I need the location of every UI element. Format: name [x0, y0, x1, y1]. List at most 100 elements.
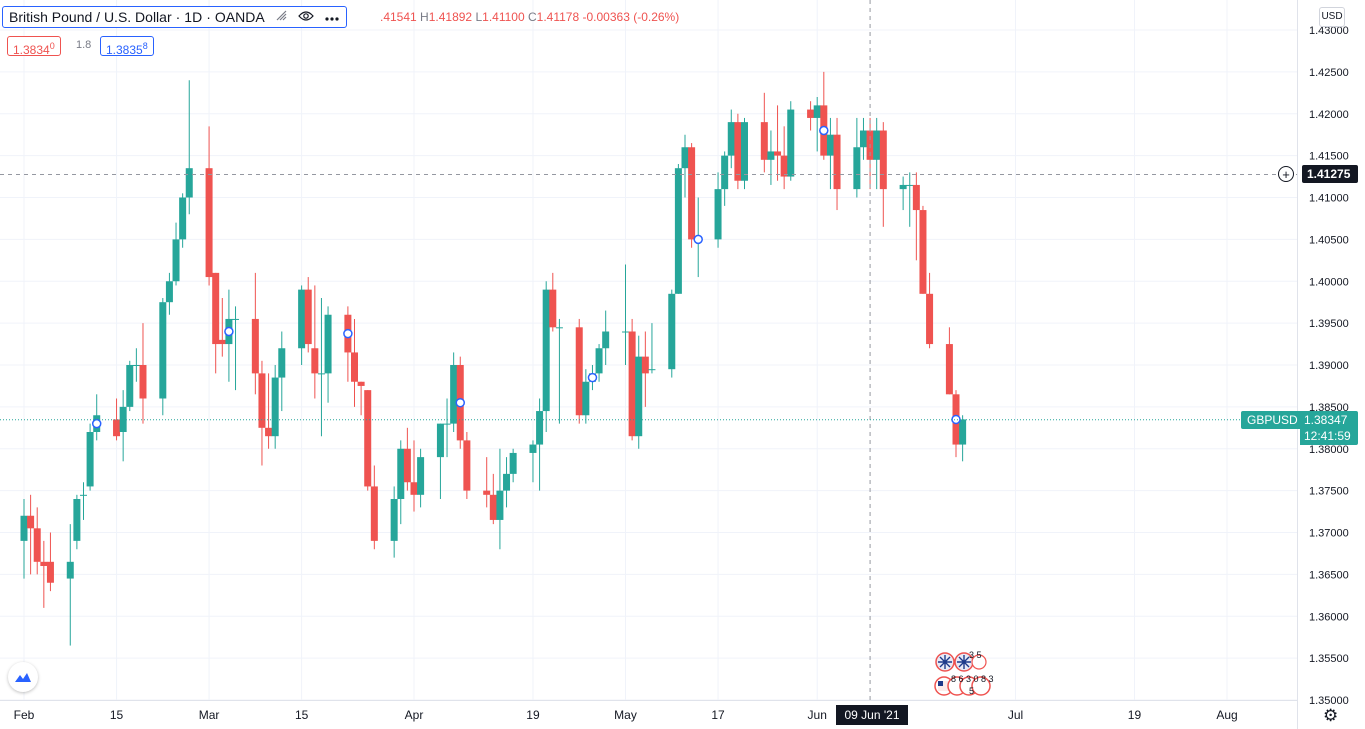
candle-body — [648, 369, 656, 371]
last-price-label: 1.38347 12:41:59 — [1300, 411, 1358, 445]
x-tick-label: Aug — [1216, 708, 1237, 722]
y-tick-label: 1.38000 — [1309, 444, 1349, 456]
candle-body — [304, 289, 312, 345]
candle-body — [780, 155, 788, 177]
candle-body — [575, 327, 583, 416]
candle-body — [33, 528, 41, 562]
candle-body — [919, 210, 927, 294]
candle-body — [740, 122, 748, 181]
sell-price: 1.3834 — [13, 43, 50, 57]
x-tick-label: 17 — [711, 708, 725, 722]
price-axis[interactable]: 1.43000 1.42500 1.42000 1.41500 1.41000 1.405… — [1309, 25, 1349, 707]
candle-body — [721, 155, 729, 190]
symbol-legend[interactable]: British Pound / U.S. Dollar · 1D · OANDA — [2, 6, 347, 28]
series-marker — [455, 397, 466, 408]
candle-body — [265, 427, 273, 437]
tradingview-logo-icon[interactable] — [8, 662, 38, 692]
y-tick-label: 1.41000 — [1309, 193, 1349, 205]
candle-body — [813, 105, 821, 118]
series-marker — [587, 372, 598, 383]
candle-body — [205, 168, 213, 278]
series-markers — [91, 125, 961, 429]
candle-body — [410, 482, 418, 495]
y-tick-label: 1.40500 — [1309, 234, 1349, 246]
candle-body — [727, 122, 735, 156]
event-count-top: 3 5 — [969, 650, 982, 660]
candle-body — [774, 151, 782, 156]
candle-body — [826, 134, 834, 156]
last-price: 1.38347 — [1304, 413, 1348, 427]
exchange-label: OANDA — [214, 9, 265, 25]
ohlc-values: .41541 H1.41892 L1.41100 C1.41178 -0.003… — [380, 10, 679, 24]
candle-body — [760, 122, 768, 160]
candle-body — [536, 411, 544, 445]
candle-body — [734, 122, 742, 181]
gear-icon[interactable]: ⚙ — [1323, 706, 1339, 725]
buy-button[interactable]: 1.38358 — [100, 36, 154, 57]
x-tick-label: 19 — [526, 708, 540, 722]
candle-body — [351, 352, 358, 382]
series-marker — [343, 328, 353, 339]
candle-body — [853, 147, 861, 190]
y-tick-label: 1.42500 — [1309, 67, 1349, 79]
x-tick-label: Apr — [405, 708, 424, 722]
series-marker — [224, 326, 234, 337]
event-flags-bottom[interactable] — [933, 675, 997, 699]
chart-overlays — [0, 0, 1297, 700]
candle-body — [628, 331, 636, 437]
open-value: .41541 — [380, 10, 417, 24]
candle-body — [879, 130, 887, 190]
candle-body — [132, 365, 140, 366]
x-tick-label: 15 — [295, 708, 309, 722]
interval-label: 1D — [184, 9, 203, 25]
candle-body — [179, 197, 187, 240]
y-tick-label: 1.35500 — [1309, 653, 1349, 665]
candle-body — [450, 365, 458, 424]
candle-body — [899, 184, 907, 190]
candle-body — [165, 281, 173, 303]
candle-body — [959, 419, 967, 445]
eye-icon[interactable] — [297, 10, 314, 25]
candle-body — [912, 184, 920, 211]
sell-button[interactable]: 1.38340 — [7, 36, 61, 57]
candle-body — [370, 486, 378, 541]
candle-body — [390, 499, 398, 541]
candle-body — [787, 109, 795, 177]
candle-body — [714, 189, 722, 240]
event-flags-top[interactable] — [933, 651, 993, 675]
candle-body — [364, 390, 372, 487]
candle-body — [271, 377, 279, 437]
add-alert-plus-icon[interactable]: + — [1278, 166, 1294, 182]
candle-body — [542, 289, 550, 412]
candle-body — [126, 365, 134, 407]
y-tick-label: 1.41500 — [1309, 151, 1349, 163]
candle-body — [926, 293, 934, 345]
candle-body — [403, 448, 411, 483]
candle-body — [258, 373, 266, 428]
time-axis[interactable]: Feb 15 Mar 15 Apr 19 May 17 Jun Jul 19 Aug — [14, 708, 1238, 722]
candle-body — [46, 561, 54, 583]
candle-body — [555, 327, 563, 329]
candle-body — [509, 452, 517, 474]
candle-body — [218, 339, 226, 345]
hide-legend-icon[interactable] — [275, 9, 288, 25]
candle-body — [549, 289, 557, 328]
candles — [20, 71, 967, 646]
candle-body — [443, 423, 451, 425]
candle-body — [397, 448, 405, 499]
x-tick-label: Jul — [1008, 708, 1023, 722]
candle-body — [172, 239, 180, 282]
crosshair-date-label: 09 Jun '21 — [836, 705, 908, 725]
currency-button[interactable]: USD — [1319, 7, 1345, 27]
series-marker — [819, 125, 829, 136]
spread-label: 1.8 — [76, 36, 92, 56]
more-dots-icon[interactable] — [324, 10, 340, 25]
candle-body — [20, 515, 28, 541]
candle-body — [212, 272, 220, 345]
y-tick-label: 1.36500 — [1309, 569, 1349, 581]
candle-body — [27, 515, 35, 529]
chart-grid — [0, 0, 1298, 729]
candle-body — [40, 561, 48, 566]
candle-body — [311, 348, 319, 374]
